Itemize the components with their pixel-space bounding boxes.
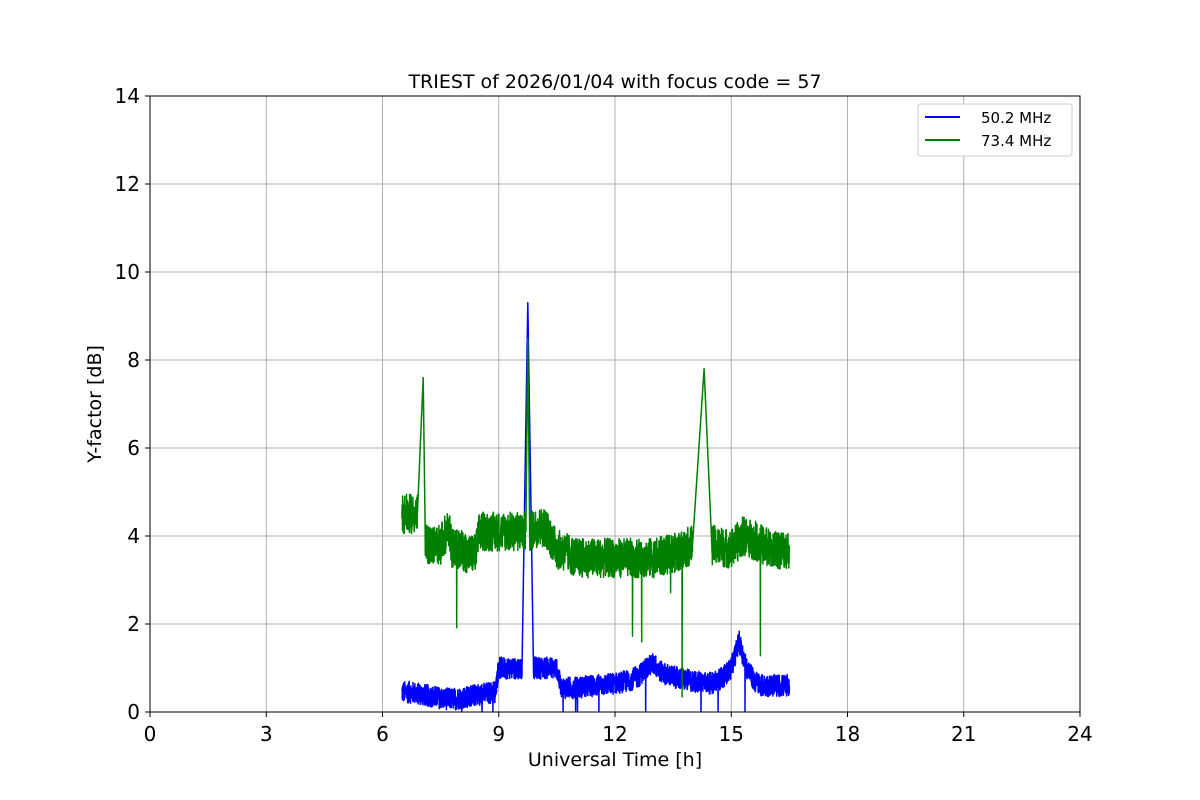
x-tick-label: 6 [376,722,389,746]
y-tick-label: 4 [127,524,140,548]
series-line [401,302,791,712]
legend: 50.2 MHz 73.4 MHz [917,103,1073,157]
y-tick-label: 14 [115,84,140,108]
y-tick-label: 2 [127,612,140,636]
x-tick-label: 0 [144,722,157,746]
x-tick-label: 9 [492,722,505,746]
x-tick-label: 18 [835,722,860,746]
y-axis-label: Y-factor [dB] [84,345,106,464]
y-tick-label: 6 [127,436,140,460]
x-tick-label: 12 [602,722,627,746]
x-tick-label: 15 [719,722,744,746]
legend-label-73mhz: 73.4 MHz [981,132,1051,150]
y-tick-label: 10 [115,260,140,284]
x-axis: 0 3 6 9 12 15 18 21 24 [144,712,1093,746]
x-axis-label: Universal Time [h] [528,749,702,771]
x-tick-label: 21 [951,722,976,746]
x-tick-label: 3 [260,722,273,746]
y-axis: 0 2 4 6 8 10 12 14 [115,84,150,724]
legend-label-50mhz: 50.2 MHz [981,109,1051,127]
y-tick-label: 8 [127,348,140,372]
y-tick-label: 12 [115,172,140,196]
y-tick-label: 0 [127,700,140,724]
series-line [401,337,791,698]
chart-title: TRIEST of 2026/01/04 with focus code = 5… [407,71,821,93]
x-tick-label: 24 [1067,722,1092,746]
series-layer [401,302,791,712]
